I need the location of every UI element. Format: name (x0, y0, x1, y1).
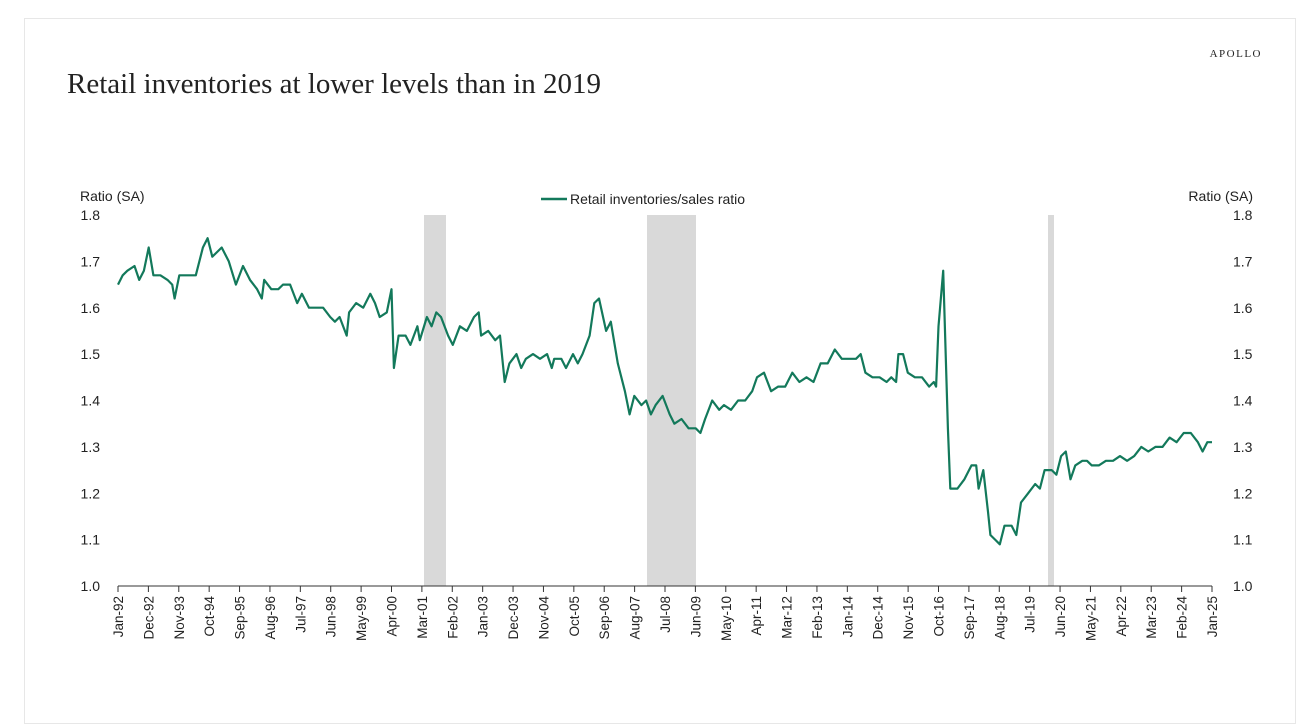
legend: Retail inventories/sales ratio (541, 191, 745, 207)
x-tick-label: Feb-02 (445, 596, 460, 639)
x-tick-label: Apr-11 (749, 596, 764, 636)
x-tick-label: Aug-18 (992, 596, 1007, 640)
recession-bar (647, 215, 696, 586)
series-line (117, 237, 1212, 546)
x-tick-label: Feb-13 (810, 596, 825, 639)
x-tick-label: Dec-14 (871, 596, 886, 640)
x-tick-label: Jul-19 (1023, 596, 1038, 633)
axes: 1.0 1.0 1.1 1.1 1.2 1.2 1.3 1.3 1.4 1.4 1.5 1.5 1.6 1… (81, 207, 1253, 641)
x-tick-label: Oct-94 (202, 596, 217, 637)
recession-bar (1048, 215, 1054, 586)
y-tick-label-right: 1.4 (1233, 393, 1253, 409)
y-tick-label-right: 1.1 (1233, 532, 1253, 548)
y-tick-label-left: 1.7 (81, 253, 101, 269)
y-tick-label-left: 1.2 (81, 485, 101, 501)
y-axis-label-left: Ratio (SA) (80, 188, 145, 204)
y-axis-label-right: Ratio (SA) (1188, 188, 1253, 204)
y-tick-label-right: 1.6 (1233, 300, 1253, 316)
x-tick-label: Jun-98 (324, 596, 339, 637)
y-tick-label-left: 1.0 (81, 578, 101, 594)
y-tick-label-left: 1.4 (81, 393, 101, 409)
y-tick-label-left: 1.1 (81, 532, 101, 548)
y-tick-label-left: 1.8 (81, 207, 101, 223)
x-tick-label: Jan-14 (840, 596, 855, 638)
x-tick-label: Nov-15 (901, 596, 916, 640)
x-tick-label: Nov-04 (536, 596, 551, 640)
x-tick-label: Sep-17 (962, 596, 977, 640)
x-tick-label: Jun-20 (1053, 596, 1068, 637)
x-tick-label: Feb-24 (1175, 596, 1190, 639)
x-tick-label: Mar-12 (780, 596, 795, 639)
x-tick-label: Sep-06 (597, 596, 612, 640)
x-tick-label: Apr-22 (1114, 596, 1129, 637)
x-tick-label: Jun-09 (688, 596, 703, 637)
y-tick-label-right: 1.2 (1233, 485, 1253, 501)
x-tick-label: Aug-07 (628, 596, 643, 640)
x-tick-label: Mar-23 (1144, 596, 1159, 639)
y-tick-label-right: 1.8 (1233, 207, 1253, 223)
y-tick-label-right: 1.5 (1233, 346, 1253, 362)
y-tick-label-right: 1.0 (1233, 578, 1253, 594)
y-tick-label-left: 1.5 (81, 346, 101, 362)
recession-shading (424, 215, 1054, 586)
x-tick-label: Dec-03 (506, 596, 521, 640)
x-tick-label: Jan-03 (476, 596, 491, 637)
x-tick-label: Dec-92 (141, 596, 156, 640)
series-layer (117, 237, 1212, 546)
x-tick-label: Aug-96 (263, 596, 278, 640)
x-tick-label: Sep-95 (233, 596, 248, 640)
x-tick-label: Nov-93 (172, 596, 187, 640)
y-tick-label-right: 1.7 (1233, 253, 1253, 269)
chart-title: Retail inventories at lower levels than … (67, 68, 601, 100)
x-tick-label: Apr-00 (385, 596, 400, 637)
x-tick-label: Jan-25 (1205, 596, 1220, 637)
x-tick-label: Mar-01 (415, 596, 430, 639)
x-tick-label: Jan-92 (111, 596, 126, 637)
x-tick-label: Jul-97 (293, 596, 308, 633)
x-tick-label: May-21 (1083, 596, 1098, 641)
brand-logo: APOLLO (1209, 48, 1262, 60)
x-tick-label: May-10 (719, 596, 734, 641)
legend-label: Retail inventories/sales ratio (570, 191, 745, 207)
x-tick-label: Jul-08 (658, 596, 673, 633)
recession-bar (424, 215, 446, 586)
y-tick-label-left: 1.3 (81, 439, 101, 455)
x-tick-label: Oct-16 (932, 596, 947, 637)
y-tick-label-left: 1.6 (81, 300, 101, 316)
y-tick-label-right: 1.3 (1233, 439, 1253, 455)
x-tick-label: May-99 (354, 596, 369, 641)
x-tick-label: Oct-05 (567, 596, 582, 637)
